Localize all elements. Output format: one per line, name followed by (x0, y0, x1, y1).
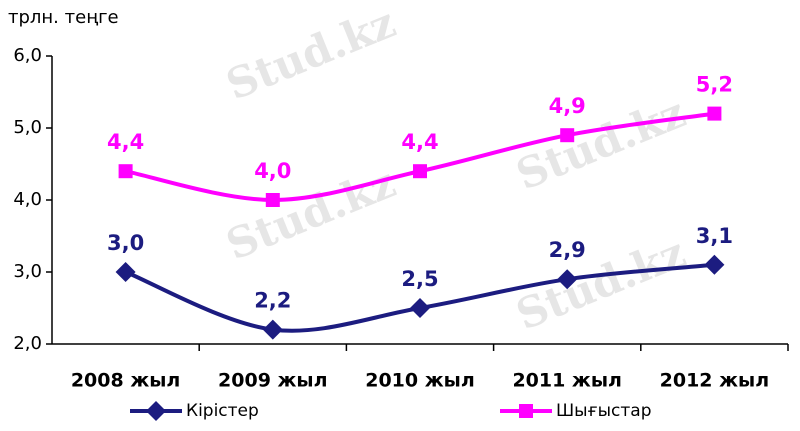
x-tick-label: 2010 жыл (365, 370, 475, 392)
y-tick-label: 5,0 (13, 117, 42, 138)
legend-label: Кірістер (186, 401, 259, 421)
data-label: 4,9 (549, 94, 586, 118)
data-point (265, 193, 280, 207)
watermark: Stud.kz (220, 0, 403, 109)
data-label: 4,4 (401, 130, 438, 154)
data-label: 4,4 (107, 130, 144, 154)
data-label: 3,0 (107, 231, 144, 255)
x-tick-label: 2009 жыл (218, 370, 328, 392)
y-tick-label: 2,0 (13, 333, 42, 354)
legend-marker (519, 404, 533, 418)
data-point (410, 298, 430, 318)
data-point (115, 262, 136, 282)
x-tick-label: 2011 жыл (512, 370, 622, 392)
data-point (118, 164, 133, 179)
y-tick-label: 6,0 (13, 45, 42, 66)
data-label: 2,9 (549, 238, 586, 262)
watermark: Stud.kz (220, 158, 403, 270)
data-label: 2,5 (401, 267, 438, 291)
y-axis-label: трлн. теңге (8, 7, 119, 28)
data-label: 4,0 (254, 159, 291, 183)
x-tick-label: 2008 жыл (71, 370, 181, 392)
data-point (704, 254, 725, 275)
data-point (413, 164, 427, 179)
data-point (707, 106, 722, 121)
y-tick-label: 4,0 (13, 189, 42, 210)
data-label: 2,2 (254, 289, 291, 313)
data-label: 3,1 (696, 224, 733, 248)
y-tick-label: 3,0 (13, 261, 42, 282)
legend-label: Шығыстар (556, 401, 652, 421)
data-point (262, 319, 283, 340)
x-tick-label: 2012 жыл (660, 370, 770, 392)
data-label: 5,2 (696, 73, 733, 97)
legend-marker (146, 401, 166, 421)
data-point (560, 128, 575, 143)
data-point (557, 269, 578, 290)
